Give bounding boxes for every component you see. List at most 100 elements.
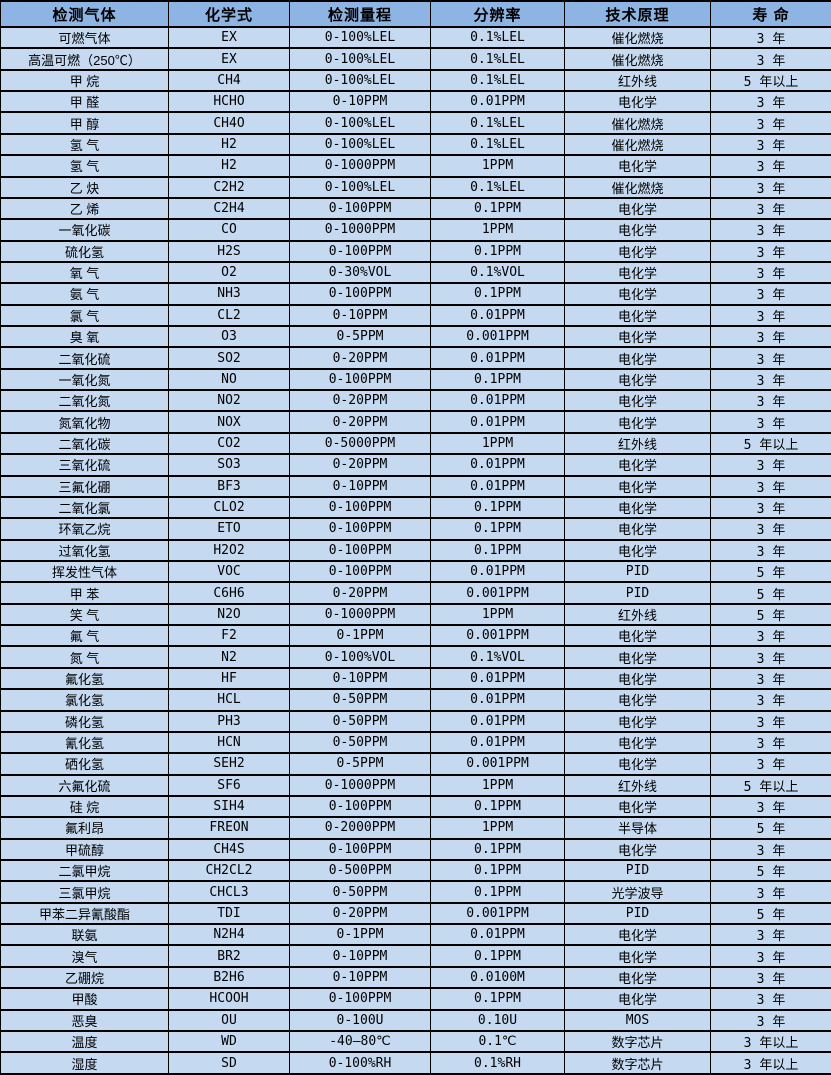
cell-principle: 电化学	[564, 944, 711, 968]
column-header-resolution: 分辨率	[430, 0, 565, 28]
cell-resolution: 0.1PPM	[430, 837, 565, 862]
cell-principle: 电化学	[564, 389, 711, 413]
cell-range: 0-10PPM	[289, 666, 431, 691]
cell-principle: 电化学	[564, 410, 711, 434]
cell-range: 0-20PPM	[289, 453, 431, 477]
cell-resolution: 0.1PPM	[430, 367, 565, 392]
table-row: 氮氧化物 NOX 0-20PPM 0.01PPM 电化学 3 年	[0, 410, 831, 434]
cell-lifespan: 5 年	[710, 581, 831, 605]
cell-formula: CO	[168, 218, 290, 242]
cell-principle: 催化燃烧	[564, 132, 711, 157]
cell-range: 0-10PPM	[289, 965, 431, 990]
cell-principle: 光学波导	[564, 880, 711, 904]
cell-resolution: 0.1PPM	[430, 880, 565, 904]
column-header-principle: 技术原理	[564, 0, 711, 28]
cell-gas: 笑 气	[0, 602, 169, 627]
table-row: 硫化氢 H2S 0-100PPM 0.1PPM 电化学 3 年	[0, 239, 831, 263]
cell-formula: FREON	[168, 816, 290, 840]
cell-principle: 电化学	[564, 730, 711, 755]
cell-formula: N2O	[168, 602, 290, 627]
cell-range: 0-1000PPM	[289, 218, 431, 242]
cell-gas: 六氟化硫	[0, 773, 169, 797]
cell-lifespan: 3 年	[710, 688, 831, 712]
table-row: 氧 气 O2 0-30%VOL 0.1%VOL 电化学 3 年	[0, 260, 831, 285]
cell-gas: 环氧乙烷	[0, 517, 169, 541]
cell-lifespan: 3 年	[710, 47, 831, 71]
table-row: 二氧化氮 NO2 0-20PPM 0.01PPM 电化学 3 年	[0, 389, 831, 413]
cell-formula: CO2	[168, 431, 290, 456]
cell-principle: 电化学	[564, 346, 711, 370]
cell-principle: 电化学	[564, 624, 711, 648]
cell-gas: 磷化氢	[0, 709, 169, 733]
cell-principle: 电化学	[564, 987, 711, 1011]
cell-range: 0-10PPM	[289, 303, 431, 328]
cell-formula: BF3	[168, 474, 290, 498]
cell-range: 0-50PPM	[289, 880, 431, 904]
cell-principle: 电化学	[564, 474, 711, 498]
cell-formula: CH2CL2	[168, 858, 290, 883]
table-row: 甲酸 HCOOH 0-100PPM 0.1PPM 电化学 3 年	[0, 987, 831, 1011]
cell-gas: 氢 气	[0, 154, 169, 178]
cell-gas: 可燃气体	[0, 25, 169, 50]
cell-resolution: 1PPM	[430, 431, 565, 456]
cell-formula: H2	[168, 132, 290, 157]
table-row: 一氧化氮 NO 0-100PPM 0.1PPM 电化学 3 年	[0, 367, 831, 392]
cell-resolution: 0.1PPM	[430, 495, 565, 520]
cell-formula: HCHO	[168, 90, 290, 114]
cell-range: 0-1000PPM	[289, 602, 431, 627]
cell-formula: EX	[168, 47, 290, 71]
cell-lifespan: 3 年以上	[710, 1029, 831, 1054]
cell-lifespan: 3 年	[710, 303, 831, 328]
cell-lifespan: 3 年	[710, 346, 831, 370]
cell-lifespan: 3 年	[710, 474, 831, 498]
cell-resolution: 0.01PPM	[430, 666, 565, 691]
cell-lifespan: 3 年	[710, 90, 831, 114]
cell-gas: 溴气	[0, 944, 169, 968]
cell-resolution: 0.01PPM	[430, 559, 565, 584]
table-row: 可燃气体 EX 0-100%LEL 0.1%LEL 催化燃烧 3 年	[0, 25, 831, 50]
table-row: 氢 气 H2 0-1000PPM 1PPM 电化学 3 年	[0, 154, 831, 178]
cell-resolution: 0.1PPM	[430, 944, 565, 968]
cell-gas: 一氧化碳	[0, 218, 169, 242]
cell-principle: 催化燃烧	[564, 111, 711, 135]
cell-range: 0-100PPM	[289, 282, 431, 306]
cell-lifespan: 3 年	[710, 260, 831, 285]
cell-lifespan: 3 年	[710, 154, 831, 178]
cell-lifespan: 3 年	[710, 282, 831, 306]
cell-gas: 硫化氢	[0, 239, 169, 263]
table-row: 二氧化氯 CLO2 0-100PPM 0.1PPM 电化学 3 年	[0, 495, 831, 520]
cell-lifespan: 3 年	[710, 645, 831, 669]
cell-lifespan: 3 年	[710, 987, 831, 1011]
table-row: 乙 烯 C2H4 0-100PPM 0.1PPM 电化学 3 年	[0, 196, 831, 221]
cell-resolution: 0.01PPM	[430, 303, 565, 328]
cell-resolution: 0.01PPM	[430, 90, 565, 114]
table-row: 湿度 SD 0-100%RH 0.1%RH 数字芯片 3 年以上	[0, 1051, 831, 1075]
cell-resolution: 0.1%LEL	[430, 132, 565, 157]
cell-lifespan: 3 年	[710, 1008, 831, 1032]
table-row: 氯 气 CL2 0-10PPM 0.01PPM 电化学 3 年	[0, 303, 831, 328]
cell-resolution: 0.1%LEL	[430, 175, 565, 199]
column-header-lifespan: 寿 命	[710, 0, 831, 28]
cell-resolution: 0.1PPM	[430, 858, 565, 883]
cell-range: 0-500PPM	[289, 858, 431, 883]
cell-lifespan: 5 年以上	[710, 431, 831, 456]
table-header: 检测气体 化学式 检测量程 分辨率 技术原理 寿 命	[0, 0, 831, 28]
table-row: 联氨 N2H4 0-1PPM 0.01PPM 电化学 3 年	[0, 923, 831, 947]
cell-range: 0-100PPM	[289, 559, 431, 584]
cell-lifespan: 3 年	[710, 367, 831, 392]
cell-lifespan: 3 年	[710, 175, 831, 199]
cell-gas: 硒化氢	[0, 752, 169, 776]
cell-gas: 硅 烷	[0, 794, 169, 819]
cell-lifespan: 3 年	[710, 624, 831, 648]
cell-lifespan: 5 年	[710, 816, 831, 840]
cell-principle: 电化学	[564, 709, 711, 733]
cell-principle: 电化学	[564, 260, 711, 285]
cell-resolution: 0.1PPM	[430, 282, 565, 306]
cell-lifespan: 3 年	[710, 923, 831, 947]
cell-gas: 二氯甲烷	[0, 858, 169, 883]
cell-lifespan: 3 年	[710, 111, 831, 135]
cell-formula: CLO2	[168, 495, 290, 520]
cell-range: 0-1PPM	[289, 624, 431, 648]
cell-gas: 二氧化氯	[0, 495, 169, 520]
cell-resolution: 0.01PPM	[430, 688, 565, 712]
